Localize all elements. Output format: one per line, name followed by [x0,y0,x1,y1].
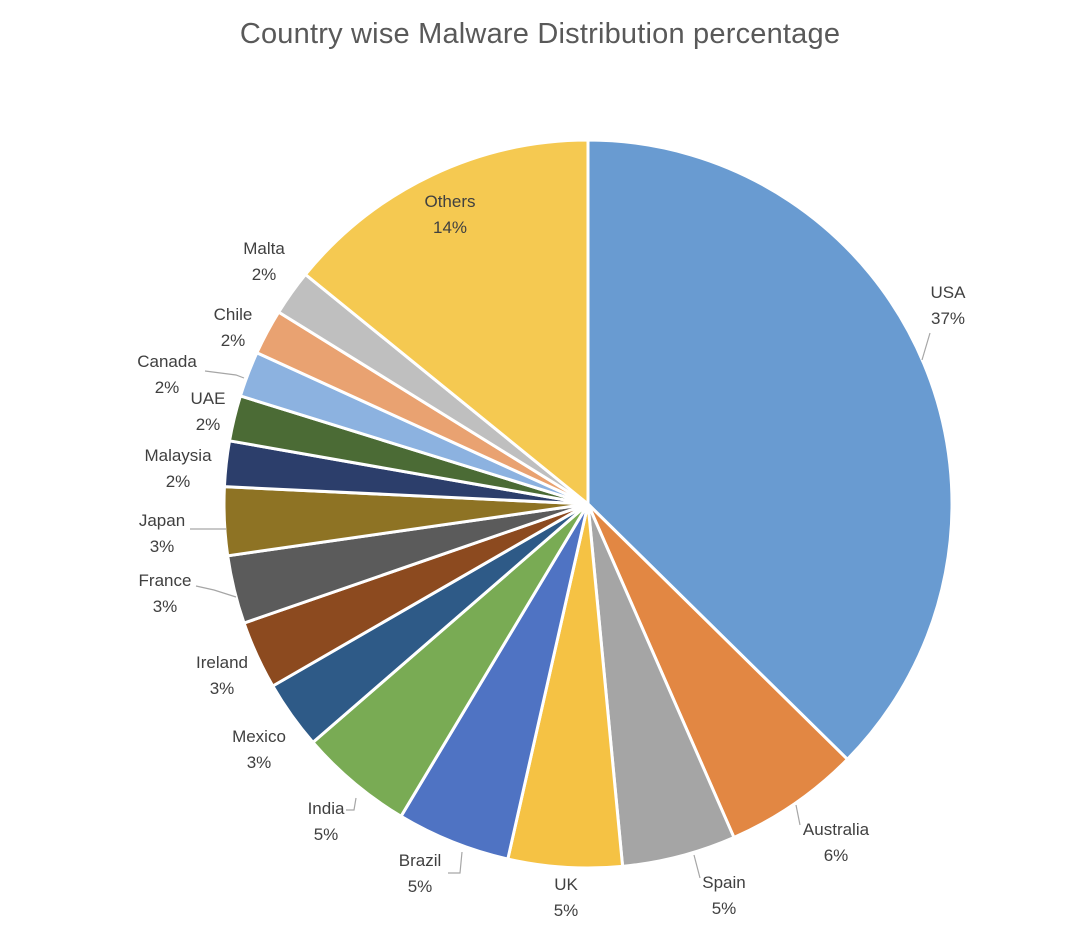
pie-slice-australia [586,502,850,840]
slice-value-malta: 2% [252,265,277,284]
slice-label-japan: Japan [139,511,185,530]
leader-line-usa [921,332,931,361]
slice-value-malaysia: 2% [166,472,191,491]
slice-value-chile: 2% [221,331,246,350]
slice-label-malta: Malta [243,239,285,258]
slice-labels: USA 37% Australia 6% Spain 5% UK 5% Brazil 5% Indi… [137,192,966,920]
slice-label-ireland: Ireland [196,653,248,672]
chart-title: Country wise Malware Distribution percen… [239,18,841,50]
slice-value-ireland: 3% [210,679,235,698]
slice-value-japan: 3% [150,537,175,556]
pie-slice-others [303,138,590,508]
leader-line-spain [693,854,701,879]
slice-value-usa: 37% [931,309,965,328]
pie-slices [222,138,954,870]
leader-line-india [346,797,357,811]
leader-line-australia [795,804,801,826]
slice-value-mexico: 3% [247,753,272,772]
slice-label-canada: Canada [137,352,197,371]
slice-value-canada: 2% [155,378,180,397]
leader-line-brazil [448,851,463,874]
slice-label-france: France [139,571,192,590]
slice-label-spain: Spain [702,873,745,892]
slice-label-chile: Chile [214,305,253,324]
slice-label-india: India [308,799,345,818]
slice-value-uk: 5% [554,901,579,920]
slice-label-usa: USA [931,283,967,302]
slice-value-france: 3% [153,597,178,616]
slice-value-spain: 5% [712,899,737,918]
pie-slice-usa [586,138,954,762]
slice-label-uae: UAE [191,389,226,408]
leader-line-france [195,585,237,598]
slice-label-others: Others [424,192,475,211]
slice-value-australia: 6% [824,846,849,865]
leader-lines [190,332,931,879]
slice-value-uae: 2% [196,415,221,434]
slice-label-mexico: Mexico [232,727,286,746]
slice-value-india: 5% [314,825,339,844]
leader-line-canada [204,370,245,379]
slice-value-brazil: 5% [408,877,433,896]
slice-label-uk: UK [554,875,578,894]
slice-label-australia: Australia [803,820,870,839]
slice-label-malaysia: Malaysia [144,446,212,465]
slice-value-others: 14% [433,218,467,237]
slice-label-brazil: Brazil [399,851,442,870]
